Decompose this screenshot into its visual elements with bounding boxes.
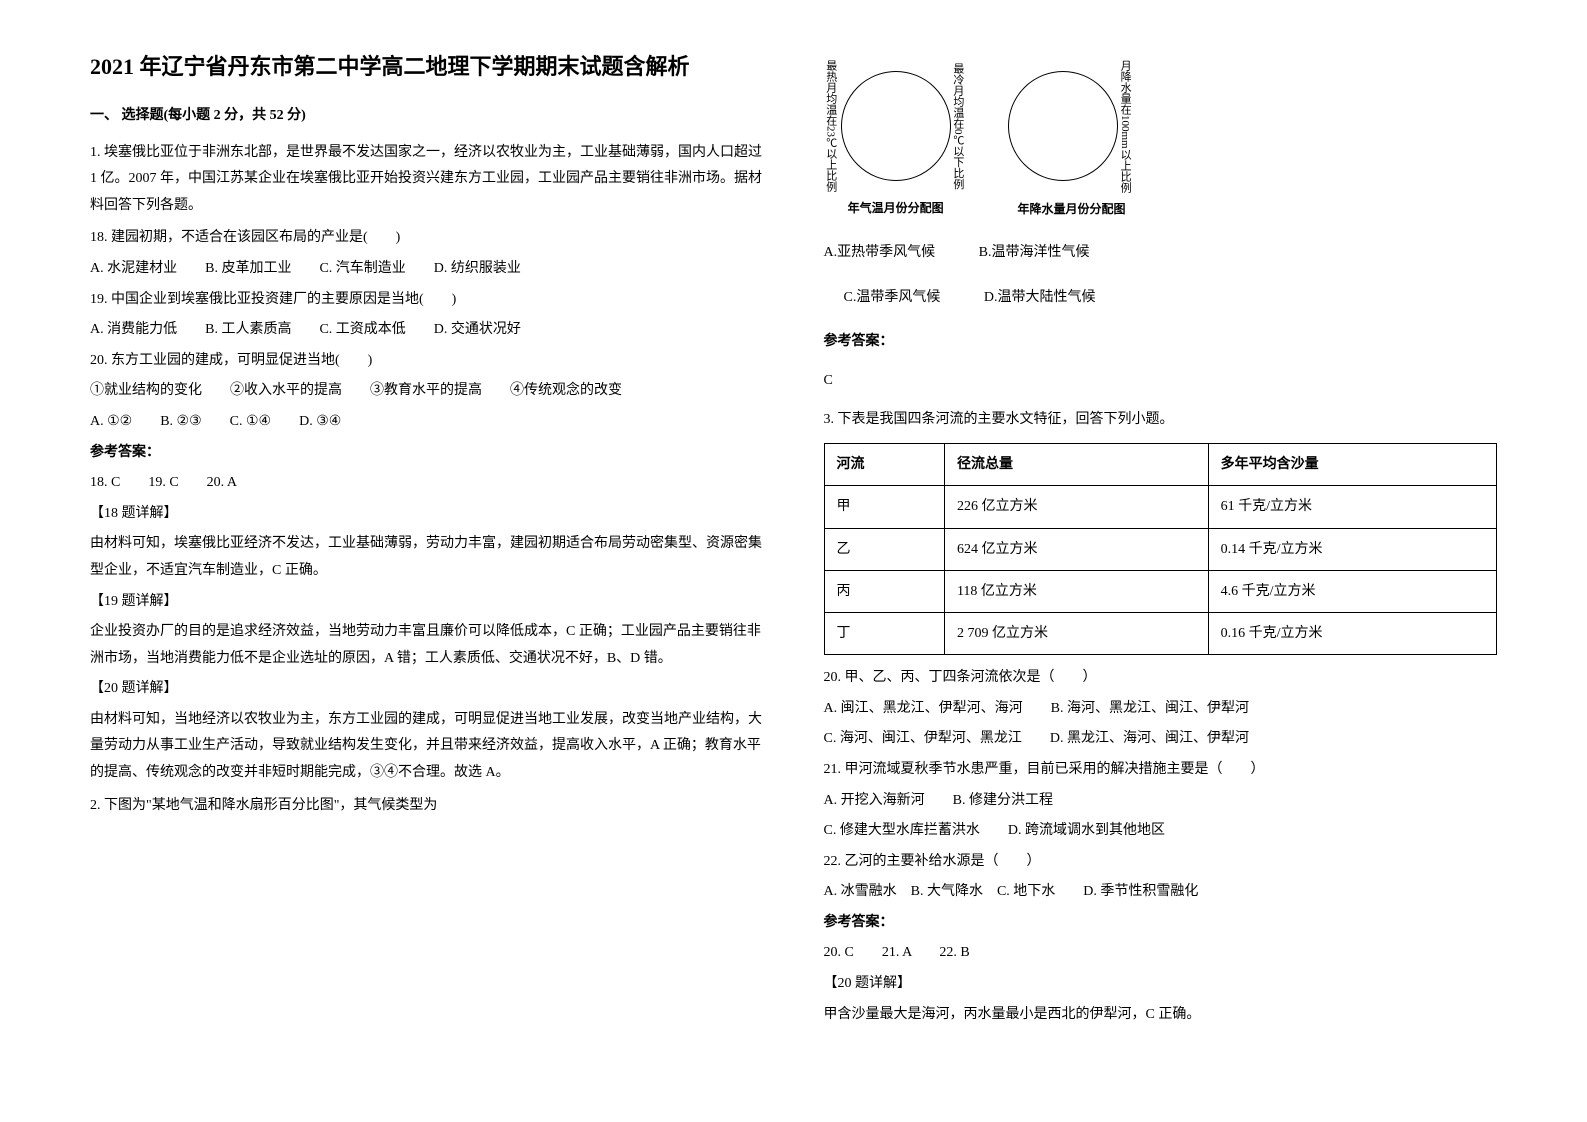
table-cell: 甲 <box>824 486 944 528</box>
q1-stem: 1. 埃塞俄比亚位于非洲东北部，是世界最不发达国家之一，经济以农牧业为主，工业基… <box>90 140 764 220</box>
table-row: 乙624 亿立方米0.14 千克/立方米 <box>824 528 1497 570</box>
q20b-optsCD: C. 海河、闽江、伊犁河、黑龙江 D. 黑龙江、海河、闽江、伊犁河 <box>824 726 1498 753</box>
climate-opts-row2: C.温带季风气候 D.温带大陆性气候 <box>824 285 1498 312</box>
table-cell: 丁 <box>824 612 944 654</box>
q2-stem: 2. 下图为"某地气温和降水扇形百分比图"，其气候类型为 <box>90 793 764 820</box>
q21-optsCD: C. 修建大型水库拦蓄洪水 D. 跨流域调水到其他地区 <box>824 818 1498 845</box>
table-cell: 0.14 千克/立方米 <box>1208 528 1496 570</box>
table-cell: 乙 <box>824 528 944 570</box>
table-header-row: 河流 径流总量 多年平均含沙量 <box>824 444 1497 486</box>
table-row: 丙118 亿立方米4.6 千克/立方米 <box>824 570 1497 612</box>
chart1-vlabel: 最热月均温在23℃以上比例 <box>824 60 837 192</box>
expl19-body: 企业投资办厂的目的是追求经济效益，当地劳动力丰富且廉价可以降低成本，C 正确；工… <box>90 619 764 672</box>
q18-opts: A. 水泥建材业 B. 皮革加工业 C. 汽车制造业 D. 纺织服装业 <box>90 256 764 283</box>
table-row: 甲226 亿立方米61 千克/立方米 <box>824 486 1497 528</box>
q22-opts: A. 冰雪融水 B. 大气降水 C. 地下水 D. 季节性积雪融化 <box>824 879 1498 906</box>
th-sediment: 多年平均含沙量 <box>1208 444 1496 486</box>
table-cell: 61 千克/立方米 <box>1208 486 1496 528</box>
expl18-title: 【18 题详解】 <box>90 501 764 528</box>
expl20b-body: 甲含沙量最大是海河，丙水量最小是西北的伊犁河，C 正确。 <box>824 1002 1498 1029</box>
q19-opts: A. 消费能力低 B. 工人素质高 C. 工资成本低 D. 交通状况好 <box>90 317 764 344</box>
q21-line: 21. 甲河流域夏秋季节水患严重，目前已采用的解决措施主要是（ ） <box>824 757 1498 784</box>
chart2-caption: 年降水量月份分配图 <box>1008 199 1135 221</box>
answer-line-2: 20. C 21. A 22. B <box>824 940 1498 967</box>
q22-line: 22. 乙河的主要补给水源是（ ） <box>824 849 1498 876</box>
table-cell: 226 亿立方米 <box>944 486 1208 528</box>
q20b-line: 20. 甲、乙、丙、丁四条河流依次是（ ） <box>824 665 1498 692</box>
answer-label-2: 参考答案： <box>824 329 1498 356</box>
answer-line: 18. C 19. C 20. A <box>90 470 764 497</box>
expl19-title: 【19 题详解】 <box>90 589 764 616</box>
page-title: 2021 年辽宁省丹东市第二中学高二地理下学期期末试题含解析 <box>90 50 764 83</box>
opt-c: C.温带季风气候 <box>844 290 941 305</box>
q21-optsAB: A. 开挖入海新河 B. 修建分洪工程 <box>824 788 1498 815</box>
q20-subopts: ①就业结构的变化 ②收入水平的提高 ③教育水平的提高 ④传统观念的改变 <box>90 378 764 405</box>
table-row: 丁2 709 亿立方米0.16 千克/立方米 <box>824 612 1497 654</box>
answer-letter: C <box>824 368 1498 395</box>
q20-opts: A. ①② B. ②③ C. ①④ D. ③④ <box>90 409 764 436</box>
table-cell: 0.16 千克/立方米 <box>1208 612 1496 654</box>
pie-chart-2 <box>1008 71 1118 181</box>
expl20b-title: 【20 题详解】 <box>824 971 1498 998</box>
climate-opts-row1: A.亚热带季风气候 B.温带海洋性气候 <box>824 240 1498 267</box>
opt-d: D.温带大陆性气候 <box>984 290 1096 305</box>
table-cell: 624 亿立方米 <box>944 528 1208 570</box>
opt-b: B.温带海洋性气候 <box>979 245 1090 260</box>
q20b-optsAB: A. 闽江、黑龙江、伊犁河、海河 B. 海河、黑龙江、闽江、伊犁河 <box>824 696 1498 723</box>
answer-label-3: 参考答案： <box>824 910 1498 937</box>
climate-charts: 最热月均温在23℃以上比例 最冷月均温在0℃以下比例 年气温月份分配图 月降水量… <box>824 60 1498 220</box>
chart2-vlabel: 最冷月均温在0℃以下比例 <box>951 63 964 190</box>
chart3-vlabel: 月降水量在100mm以上比例 <box>1118 60 1131 193</box>
th-river: 河流 <box>824 444 944 486</box>
q19-line: 19. 中国企业到埃塞俄比亚投资建厂的主要原因是当地( ) <box>90 287 764 314</box>
answer-label: 参考答案： <box>90 440 764 467</box>
section-header: 一、 选择题(每小题 2 分，共 52 分) <box>90 103 764 130</box>
table-cell: 2 709 亿立方米 <box>944 612 1208 654</box>
th-runoff: 径流总量 <box>944 444 1208 486</box>
q18-line: 18. 建园初期，不适合在该园区布局的产业是( ) <box>90 225 764 252</box>
pie-chart-1 <box>841 71 951 181</box>
q20-line: 20. 东方工业园的建成，可明显促进当地( ) <box>90 348 764 375</box>
opt-a: A.亚热带季风气候 <box>824 245 936 260</box>
table-cell: 丙 <box>824 570 944 612</box>
expl20-body: 由材料可知，当地经济以农牧业为主，东方工业园的建成，可明显促进当地工业发展，改变… <box>90 707 764 787</box>
expl18-body: 由材料可知，埃塞俄比亚经济不发达，工业基础薄弱，劳动力丰富，建园初期适合布局劳动… <box>90 531 764 584</box>
table-cell: 4.6 千克/立方米 <box>1208 570 1496 612</box>
river-table: 河流 径流总量 多年平均含沙量 甲226 亿立方米61 千克/立方米乙624 亿… <box>824 443 1498 655</box>
chart1-caption: 年气温月份分配图 <box>824 198 968 220</box>
expl20-title: 【20 题详解】 <box>90 676 764 703</box>
table-cell: 118 亿立方米 <box>944 570 1208 612</box>
q3-stem: 3. 下表是我国四条河流的主要水文特征，回答下列小题。 <box>824 407 1498 434</box>
